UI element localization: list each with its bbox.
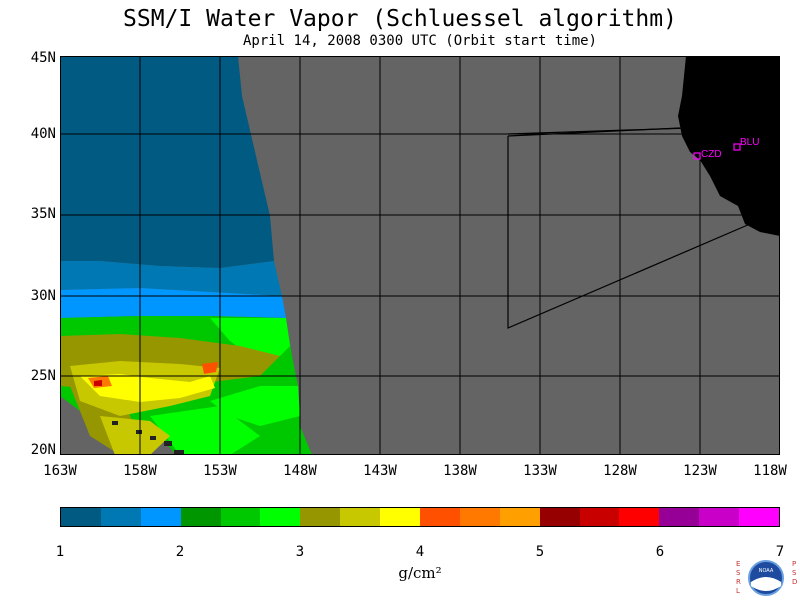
lat-label-25n: 25N — [30, 368, 56, 384]
lat-label-30n: 30N — [30, 288, 56, 304]
lon-label-138w: 138W — [443, 463, 477, 479]
station-blu: BLU — [733, 137, 759, 151]
lon-label-148w: 148W — [283, 463, 317, 479]
station-blu-label: BLU — [740, 137, 759, 148]
station-czd-label: CZD — [701, 149, 722, 160]
water-vapor-map: CZD BLU — [60, 56, 780, 455]
lat-label-45n: 45N — [30, 50, 56, 66]
colorbar-tick-1: 1 — [55, 544, 65, 560]
analysis-region-outline-path — [507, 127, 751, 329]
colorbar-swatch-17 — [699, 508, 740, 526]
colorbar-swatch-18 — [739, 508, 780, 526]
colorbar-swatch-3 — [140, 508, 181, 526]
hawaiian-islands — [112, 421, 184, 455]
colorbar-swatch-14 — [579, 508, 620, 526]
lon-label-128w: 128W — [603, 463, 637, 479]
colorbar — [60, 507, 780, 527]
lon-label-133w: 133W — [523, 463, 557, 479]
colorbar-tick-2: 2 — [175, 544, 185, 560]
lon-label-158w: 158W — [123, 463, 157, 479]
colorbar-swatch-6 — [260, 508, 301, 526]
colorbar-tick-7: 7 — [775, 544, 785, 560]
colorbar-swatch-10 — [420, 508, 460, 526]
lon-label-118w: 118W — [753, 463, 787, 479]
colorbar-swatch-15 — [619, 508, 660, 526]
map-title: SSM/I Water Vapor (Schluessel algorithm) — [123, 6, 677, 32]
swath-band-yellow — [80, 374, 215, 402]
map-subtitle: April 14, 2008 0300 UTC (Orbit start tim… — [242, 33, 597, 49]
lon-label-123w: 123W — [683, 463, 717, 479]
colorbar-tick-6: 6 — [655, 544, 665, 560]
colorbar-swatch-11 — [459, 508, 500, 526]
lon-label-153w: 153W — [203, 463, 237, 479]
colorbar-units: g/cm² — [398, 564, 442, 582]
colorbar-swatch-1 — [61, 508, 101, 526]
swath-band-bright-green — [150, 318, 300, 455]
colorbar-tick-4: 4 — [415, 544, 425, 560]
lon-label-143w: 143W — [363, 463, 397, 479]
colorbar-swatch-8 — [340, 508, 381, 526]
colorbar-tick-5: 5 — [535, 544, 545, 560]
land-mass — [678, 56, 780, 236]
swath-band-mid-blue — [60, 261, 282, 296]
colorbar-swatch-12 — [499, 508, 540, 526]
station-czd: CZD — [693, 149, 722, 160]
station-czd-marker — [693, 152, 701, 160]
colorbar-swatch-7 — [300, 508, 341, 526]
colorbar-swatch-4 — [180, 508, 221, 526]
colorbar-swatch-5 — [220, 508, 261, 526]
lat-label-20n: 20N — [30, 442, 56, 458]
map-border — [60, 56, 780, 455]
station-blu-marker — [733, 143, 741, 151]
lat-label-40n: 40N — [30, 126, 56, 142]
lat-label-35n: 35N — [30, 206, 56, 222]
swath-band-red — [94, 380, 102, 386]
logo-noaa-label: NOAA — [759, 568, 774, 574]
lon-label-163w: 163W — [43, 463, 77, 479]
colorbar-tick-3: 3 — [295, 544, 305, 560]
lat-lon-grid — [60, 56, 780, 455]
colorbar-swatch-16 — [659, 508, 700, 526]
colorbar-swatch-13 — [539, 508, 580, 526]
colorbar-swatch-2 — [100, 508, 141, 526]
colorbar-swatch-9 — [380, 508, 421, 526]
